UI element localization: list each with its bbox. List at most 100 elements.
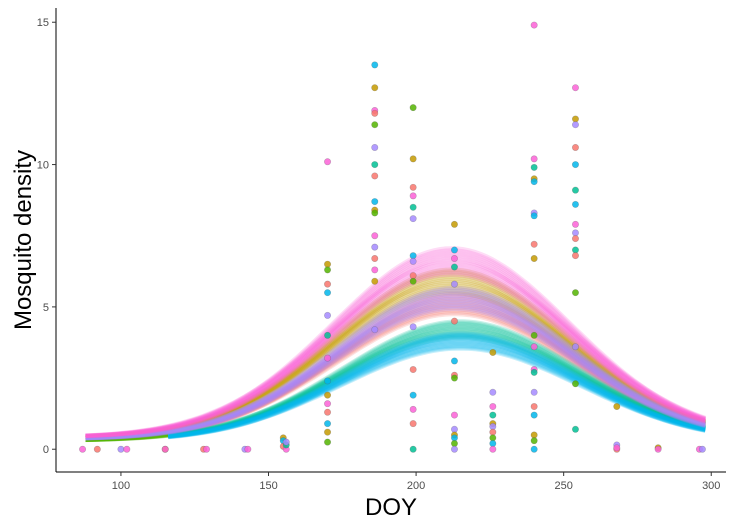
fitted-curve-line: [167, 336, 706, 439]
data-point: [571, 252, 579, 260]
fitted-curve-line: [85, 310, 706, 441]
data-point: [571, 143, 579, 151]
fitted-curve-line: [85, 258, 706, 439]
fitted-curve-line: [85, 293, 706, 441]
data-point: [530, 343, 538, 351]
x-tick-label: 250: [554, 480, 572, 492]
y-axis-ticks: 0 5 10 15: [37, 17, 56, 456]
fitted-curves: [85, 246, 706, 443]
data-point: [571, 380, 579, 388]
data-point: [324, 377, 332, 385]
fitted-curve-line: [167, 343, 706, 439]
data-point: [654, 445, 662, 453]
data-point: [324, 400, 332, 408]
fitted-curve-line: [85, 432, 169, 442]
fitted-curve-line: [85, 297, 706, 440]
fitted-curve-line: [85, 300, 706, 440]
fitted-curve-line: [85, 272, 706, 438]
data-point: [489, 445, 497, 453]
data-point: [530, 212, 538, 220]
data-point: [371, 172, 379, 180]
data-point: [324, 420, 332, 428]
data-point: [571, 235, 579, 243]
data-point: [409, 366, 417, 374]
fitted-curve-line: [85, 433, 169, 442]
fitted-curve-line: [85, 283, 706, 439]
fitted-curve-line: [85, 294, 706, 441]
data-point: [450, 220, 458, 228]
fitted-curve-line: [85, 256, 706, 439]
fitted-curve-line: [85, 298, 706, 440]
fitted-curve-line: [85, 272, 706, 440]
fitted-curve-line: [167, 333, 706, 439]
fitted-curve-band: [85, 285, 706, 441]
fitted-curve-line: [85, 433, 169, 442]
fitted-curve-line: [85, 433, 169, 443]
data-point: [371, 232, 379, 240]
data-point: [613, 444, 621, 452]
data-point: [371, 198, 379, 206]
data-point: [571, 121, 579, 129]
data-point: [117, 445, 125, 453]
data-point: [571, 343, 579, 351]
fitted-curve-band: [167, 319, 706, 439]
fitted-curve-line: [85, 431, 169, 442]
fitted-curve-line: [85, 433, 169, 442]
data-point: [409, 215, 417, 223]
data-point: [409, 104, 417, 112]
data-point: [409, 155, 417, 163]
y-tick-label: 15: [37, 17, 49, 29]
fitted-curve-line: [85, 281, 706, 439]
fitted-curve-band: [85, 431, 169, 443]
fitted-curve-line: [85, 301, 706, 441]
fitted-curve-line: [85, 287, 706, 441]
fitted-curve-line: [85, 287, 706, 440]
fitted-curve-line: [167, 340, 706, 438]
data-point: [530, 437, 538, 445]
fitted-curve-line: [85, 432, 169, 442]
fitted-curve-line: [85, 295, 706, 441]
data-point: [571, 289, 579, 297]
fitted-curve-line: [85, 296, 706, 441]
fitted-curve-line: [85, 267, 706, 439]
data-point: [571, 186, 579, 194]
x-axis-ticks: 100 150 200 250 300: [112, 472, 720, 492]
data-point: [371, 326, 379, 334]
fitted-curve-line: [85, 289, 706, 440]
data-point: [530, 403, 538, 411]
fitted-curve-line: [167, 327, 706, 439]
data-point: [371, 109, 379, 117]
fitted-curve-line: [167, 324, 706, 438]
fitted-curve-line: [167, 344, 706, 439]
x-tick-label: 100: [112, 480, 130, 492]
data-point: [324, 289, 332, 297]
data-point: [571, 161, 579, 169]
data-point: [450, 263, 458, 271]
y-axis-title: Mosquito density: [10, 150, 37, 330]
data-point: [203, 445, 211, 453]
x-tick-label: 300: [702, 480, 720, 492]
data-point: [530, 163, 538, 171]
data-point: [324, 280, 332, 288]
fitted-curve-line: [85, 307, 706, 441]
fitted-curve-line: [85, 302, 706, 441]
fitted-curve-line: [85, 285, 706, 439]
data-point: [282, 438, 290, 446]
data-point: [324, 428, 332, 436]
data-point: [324, 408, 332, 416]
data-point: [371, 209, 379, 217]
data-point: [489, 348, 497, 356]
fitted-curve-band: [85, 267, 706, 440]
fitted-curve-line: [167, 345, 706, 439]
data-point: [450, 317, 458, 325]
fitted-curve-line: [85, 250, 706, 438]
data-point: [409, 323, 417, 331]
data-point: [371, 277, 379, 285]
data-point: [530, 388, 538, 396]
fitted-curve-line: [85, 246, 706, 438]
fitted-curve-line: [85, 295, 706, 441]
fitted-curve-line: [167, 329, 706, 437]
fitted-curve-line: [85, 299, 706, 441]
